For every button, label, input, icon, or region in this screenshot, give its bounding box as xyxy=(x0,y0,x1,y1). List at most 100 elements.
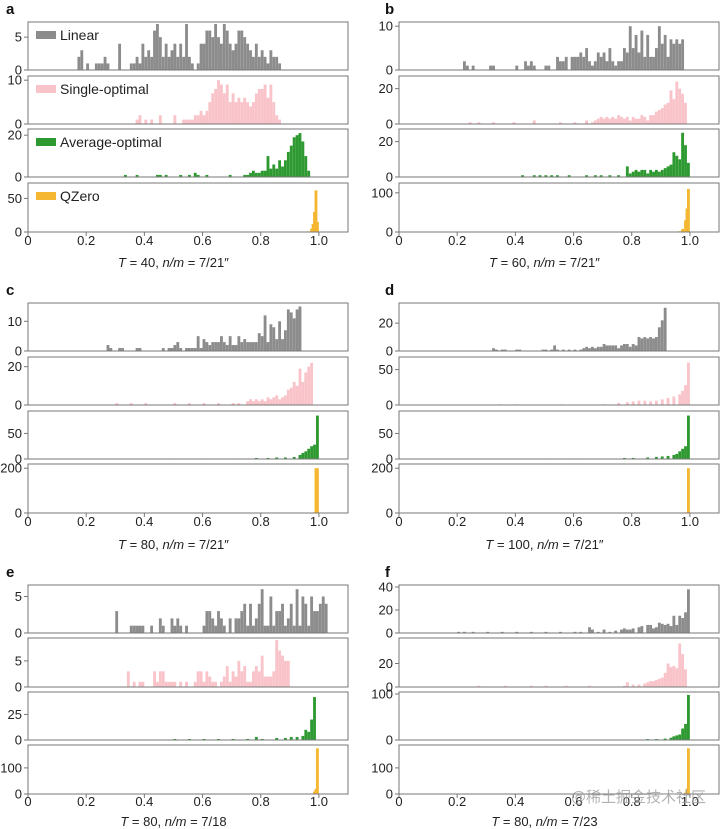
histogram-bar xyxy=(596,118,600,124)
histogram-bar xyxy=(559,61,562,70)
histogram-bar xyxy=(135,625,139,633)
histogram-bar xyxy=(657,109,661,124)
panel-caption: T = 80, n/m = 7/21″ xyxy=(118,537,229,552)
histogram-bar xyxy=(301,382,305,405)
histogram-bar xyxy=(311,223,315,232)
histogram-bar xyxy=(675,453,679,459)
histogram-bar xyxy=(275,56,279,70)
histogram-bar xyxy=(567,175,571,177)
histogram-bar xyxy=(637,337,641,351)
histogram-bar xyxy=(199,348,203,351)
histogram-bar xyxy=(135,174,139,177)
histogram-bar xyxy=(249,603,252,633)
histogram-bar xyxy=(286,389,290,405)
y-tick-label: 0 xyxy=(15,787,22,802)
histogram-bar xyxy=(529,61,533,70)
histogram-bar xyxy=(614,118,618,124)
histogram-bar xyxy=(196,671,200,687)
histogram-bar xyxy=(263,676,267,687)
histogram-bar xyxy=(625,166,629,177)
histogram-bar xyxy=(185,681,188,687)
histogram-bar xyxy=(527,65,530,70)
histogram-bar xyxy=(678,159,682,177)
axes-frame xyxy=(398,182,720,233)
panel-letter: c xyxy=(6,282,14,299)
histogram-bar xyxy=(118,43,122,70)
histogram-bar xyxy=(655,337,658,351)
histogram-bar xyxy=(167,56,171,70)
histogram-bar xyxy=(669,626,673,633)
histogram-bar xyxy=(631,457,635,459)
histogram-bar xyxy=(515,349,519,351)
y-tick-label: 100 xyxy=(0,760,22,775)
watermark-text: @稀土掘金技术社区 xyxy=(571,788,706,806)
histogram-bar xyxy=(646,120,650,124)
y-tick-label: 100 xyxy=(371,185,393,200)
histogram-bar xyxy=(179,348,183,351)
histogram-bar xyxy=(652,56,655,70)
histogram-bar xyxy=(684,385,687,405)
histogram-bar xyxy=(649,401,653,405)
histogram-bar xyxy=(144,56,148,70)
histogram-bar xyxy=(86,63,90,70)
histogram-bar xyxy=(252,401,255,405)
histogram-bar xyxy=(313,611,316,633)
histogram-bar xyxy=(129,403,133,405)
histogram-bar xyxy=(266,156,270,177)
histogram-bar xyxy=(675,668,679,687)
histogram-bar xyxy=(246,681,250,687)
histogram-bar xyxy=(214,342,218,351)
histogram-bar xyxy=(593,175,597,177)
histogram-bar xyxy=(188,403,191,405)
histogram-bar xyxy=(660,623,664,633)
histogram-bar xyxy=(164,681,168,687)
histogram-bar xyxy=(158,115,162,124)
histogram-bar xyxy=(637,400,641,405)
histogram-bar xyxy=(316,748,319,794)
y-tick-label: 10 xyxy=(8,314,22,329)
histogram-bar xyxy=(214,625,218,633)
histogram-bar xyxy=(286,618,290,633)
y-tick-label: 20 xyxy=(379,81,393,96)
histogram-bar xyxy=(669,90,673,124)
histogram-bar xyxy=(103,56,107,70)
histogram-bar xyxy=(220,336,223,351)
y-tick-label: 0 xyxy=(15,452,22,467)
x-tick-label: 0.8 xyxy=(252,233,270,248)
histogram-bar xyxy=(649,56,653,70)
histogram-bar xyxy=(240,342,244,351)
histogram-bar xyxy=(608,175,612,177)
histogram-bar xyxy=(314,468,318,513)
histogram-bar xyxy=(681,448,685,459)
histogram-bar xyxy=(623,344,626,351)
histogram-bar xyxy=(144,119,148,124)
histogram-bar xyxy=(269,50,273,70)
histogram-bar xyxy=(254,43,258,70)
y-tick-label: 0 xyxy=(386,733,393,748)
histogram-bar xyxy=(214,24,218,70)
histogram-bar xyxy=(249,399,252,405)
histogram-bar xyxy=(669,164,673,177)
histogram-bar xyxy=(617,61,621,70)
histogram-bar xyxy=(547,65,551,70)
histogram-bar xyxy=(222,93,226,124)
histogram-bar xyxy=(675,81,679,124)
histogram-bar xyxy=(292,137,296,177)
histogram-bar xyxy=(625,52,629,70)
histogram-bar xyxy=(202,43,206,70)
axes-frame xyxy=(398,128,720,178)
histogram-bar xyxy=(646,34,650,70)
histogram-bar xyxy=(243,603,247,633)
histogram-bar xyxy=(254,172,258,177)
x-tick-label: 0.6 xyxy=(194,514,212,529)
histogram-bar xyxy=(646,457,650,459)
histogram-bar xyxy=(599,116,603,124)
histogram-bar xyxy=(620,345,623,351)
x-tick-label: 0.6 xyxy=(565,794,583,809)
histogram-bar xyxy=(185,119,188,124)
histogram-bar xyxy=(591,629,594,633)
histogram-bar xyxy=(666,166,670,177)
histogram-bar xyxy=(544,631,548,633)
panel-caption: T = 80, n/m = 7/18 xyxy=(120,814,226,829)
legend-label: Linear xyxy=(60,27,99,43)
